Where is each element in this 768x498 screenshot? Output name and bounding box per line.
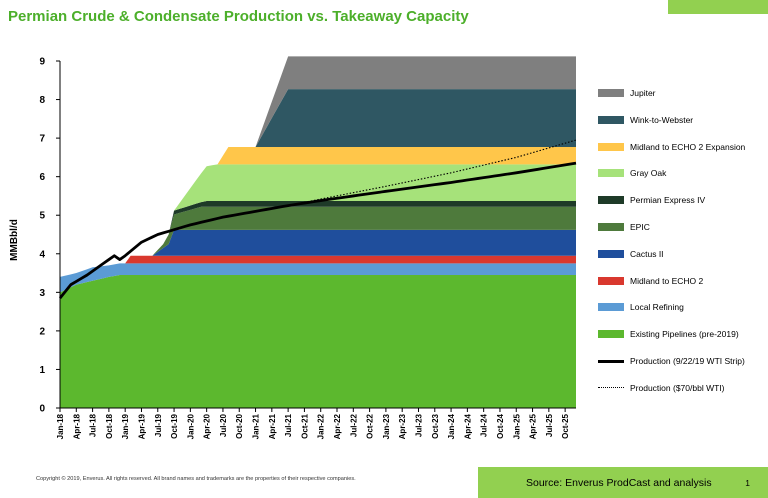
chart-plot: 0 1 2 3 4 5 6 7 8 9 Jan-18 Apr-18 Jul-18 Oct-18 Jan-19… (9, 56, 577, 439)
legend-swatch (598, 249, 624, 258)
area-series-2 (60, 255, 576, 277)
legend-swatch (598, 303, 624, 312)
source-box: Source: Enverus ProdCast and analysis 1 (478, 467, 768, 498)
x-tick-label-0: Jan-18 (56, 413, 65, 439)
area-series-9 (60, 56, 576, 277)
copyright-text: Copyright © 2019, Enverus. All rights re… (36, 476, 356, 482)
area-series-6 (60, 164, 576, 277)
legend-swatch (598, 223, 624, 231)
x-tick-label-13: Apr-21 (268, 413, 277, 439)
x-tick-label-19: Oct-22 (366, 413, 375, 438)
legend-swatch (598, 330, 624, 339)
y-tick-label-9: 9 (39, 57, 45, 68)
y-tick-label-7: 7 (39, 134, 45, 145)
legend-item: Jupiter (598, 86, 656, 100)
x-tick-label-8: Jan-20 (186, 413, 195, 439)
x-tick-label-30: Jul-25 (545, 413, 554, 437)
x-tick-label-7: Oct-19 (170, 413, 179, 438)
legend-label: Wink-to-Webster (630, 114, 694, 125)
legend-label: Permian Express IV (630, 195, 706, 206)
legend-swatch (598, 115, 624, 124)
legend-item: EPIC (598, 220, 650, 234)
legend-label: Jupiter (630, 88, 656, 98)
y-axis-label: MMBbl/d (9, 219, 20, 261)
y-tick-label-8: 8 (39, 95, 45, 106)
y-tick-label-2: 2 (39, 326, 45, 337)
legend-swatch (598, 196, 624, 205)
legend-item: Production ($70/bbl WTI) (598, 381, 724, 395)
line-series-1 (288, 139, 577, 207)
area-series-0 (60, 274, 576, 408)
x-tick-label-3: Oct-18 (105, 413, 114, 438)
x-tick-label-16: Jan-22 (317, 413, 326, 439)
x-tick-label-9: Apr-20 (203, 413, 212, 439)
area-series-1 (60, 263, 576, 293)
area-series-8 (60, 89, 576, 277)
x-tick-label-21: Apr-23 (398, 413, 407, 439)
production-lines (58, 139, 577, 299)
capacity-areas (60, 56, 576, 408)
x-tick-label-1: Apr-18 (72, 413, 81, 439)
legend-item: Local Refining (598, 300, 684, 314)
y-tick-label-1: 1 (39, 365, 45, 376)
legend-label: Gray Oak (630, 168, 667, 179)
x-tick-label-6: Jul-19 (154, 413, 163, 437)
x-tick-label-26: Jul-24 (480, 413, 489, 437)
legend-item: Cactus II (598, 247, 664, 261)
area-series-7 (60, 146, 576, 277)
legend-label: Midland to ECHO 2 Expansion (630, 141, 746, 152)
x-tick-label-10: Jul-20 (219, 413, 228, 437)
x-tick-label-4: Jan-19 (121, 413, 130, 439)
legend-item: Production (9/22/19 WTI Strip) (598, 354, 745, 368)
axes: 0 1 2 3 4 5 6 7 8 9 Jan-18 Apr-18 Jul-18 Oct-18 Jan-19… (39, 57, 576, 439)
x-tick-label-27: Oct-24 (496, 413, 505, 438)
x-tick-label-23: Oct-23 (431, 413, 440, 438)
y-tick-label-3: 3 (39, 288, 45, 299)
legend-swatch (598, 276, 624, 285)
legend-swatch (598, 142, 624, 151)
line-series-0 (58, 161, 577, 299)
x-tick-label-29: Apr-25 (529, 413, 538, 439)
legend-item: Permian Express IV (598, 193, 705, 207)
legend-item: Midland to ECHO 2 Expansion (598, 140, 745, 154)
area-series-3 (60, 229, 576, 277)
legend-swatch (598, 89, 624, 97)
legend-item: Existing Pipelines (pre-2019) (598, 327, 739, 341)
x-tick-label-24: Jan-24 (447, 413, 456, 439)
legend-label: Cactus II (630, 248, 664, 259)
legend-swatch (598, 359, 624, 363)
x-tick-label-31: Oct-25 (561, 413, 570, 438)
x-tick-label-5: Apr-19 (137, 413, 146, 439)
legend-label: Midland to ECHO 2 (630, 275, 704, 286)
legend-item: Wink-to-Webster (598, 113, 693, 127)
x-tick-label-18: Jul-22 (349, 413, 358, 437)
y-tick-label-6: 6 (39, 172, 45, 183)
x-tick-label-15: Oct-21 (300, 413, 309, 438)
x-tick-label-11: Oct-20 (235, 413, 244, 438)
legend-label: Existing Pipelines (pre-2019) (630, 329, 739, 340)
source-text: Source: Enverus ProdCast and analysis (526, 476, 712, 489)
legend-item: Midland to ECHO 2 (598, 274, 703, 288)
legend-label: Production ($70/bbl WTI) (630, 382, 725, 393)
y-tick-label-4: 4 (39, 249, 45, 260)
x-tick-label-22: Jul-23 (414, 413, 423, 437)
x-tick-label-25: Apr-24 (463, 413, 472, 439)
legend-item: Gray Oak (598, 166, 666, 180)
y-tick-label-0: 0 (39, 404, 45, 415)
x-tick-label-14: Jul-21 (284, 413, 293, 437)
legend-swatch (598, 169, 624, 178)
x-tick-label-12: Jan-21 (252, 413, 261, 439)
y-tick-label-5: 5 (39, 211, 45, 222)
x-tick-label-2: Jul-18 (89, 413, 98, 437)
chart-title: Permian Crude & Condensate Production vs… (8, 8, 469, 25)
page-number: 1 (745, 477, 750, 488)
legend-label: Production (9/22/19 WTI Strip) (630, 356, 745, 366)
top-accent-bar (668, 0, 768, 14)
x-tick-label-17: Apr-22 (333, 413, 342, 439)
legend-label: Local Refining (630, 302, 684, 313)
x-tick-label-20: Jan-23 (382, 413, 391, 439)
legend-label: EPIC (630, 222, 650, 232)
x-tick-label-28: Jan-25 (512, 413, 521, 439)
legend-swatch (598, 387, 624, 389)
